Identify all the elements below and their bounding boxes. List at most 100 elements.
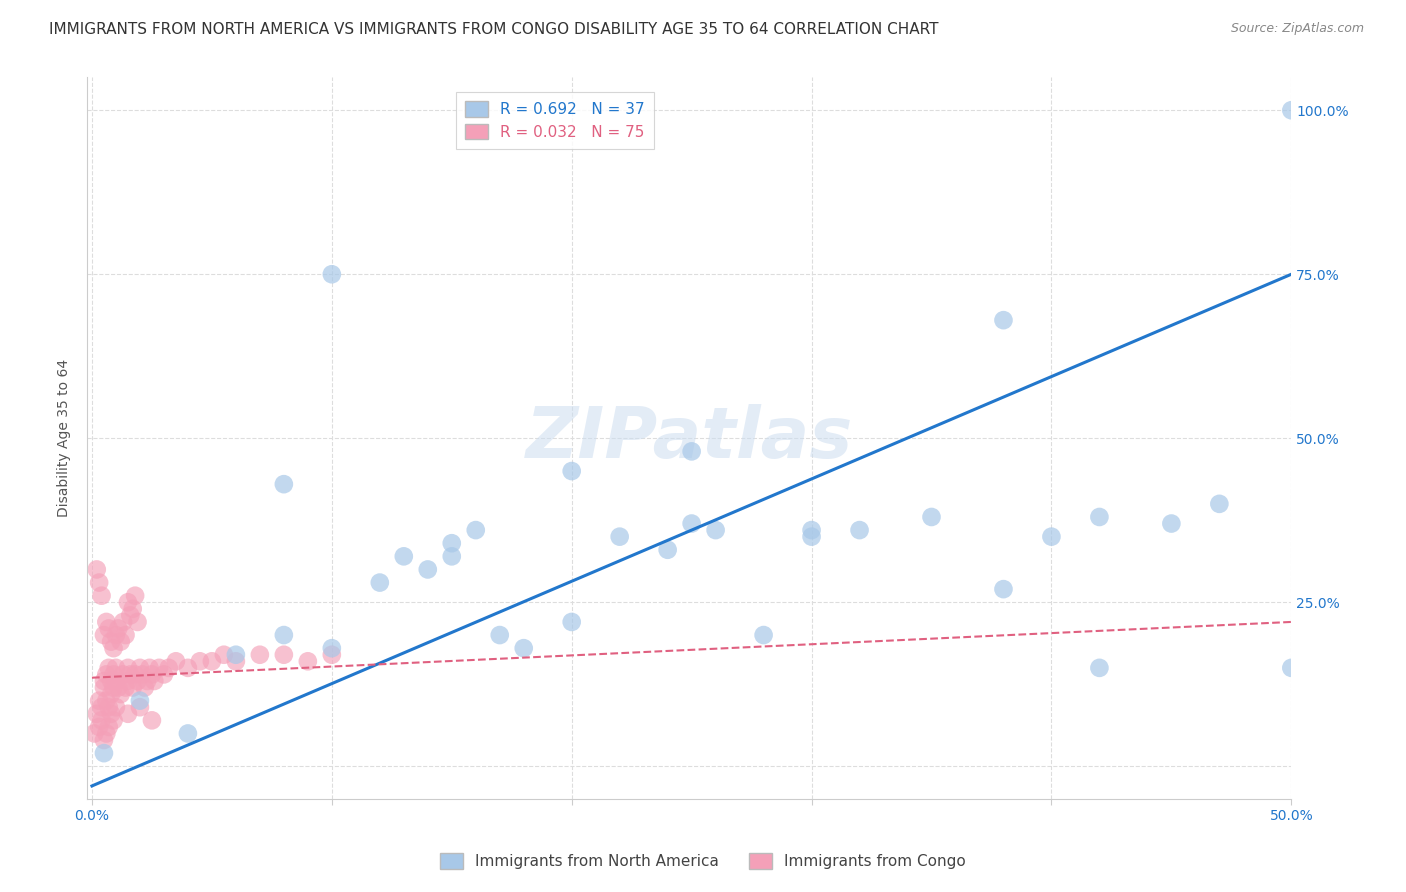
Point — [114, 681, 136, 695]
Point — [100, 706, 122, 721]
Point — [112, 667, 135, 681]
Point — [321, 267, 343, 281]
Point — [86, 706, 108, 721]
Point — [97, 700, 120, 714]
Point — [752, 628, 775, 642]
Point — [249, 648, 271, 662]
Point — [188, 654, 211, 668]
Point — [117, 706, 139, 721]
Point — [488, 628, 510, 642]
Point — [273, 477, 295, 491]
Point — [107, 681, 129, 695]
Point — [157, 661, 180, 675]
Legend: R = 0.692   N = 37, R = 0.032   N = 75: R = 0.692 N = 37, R = 0.032 N = 75 — [456, 92, 654, 149]
Point — [141, 714, 163, 728]
Point — [921, 510, 943, 524]
Point — [100, 673, 122, 688]
Point — [1279, 661, 1302, 675]
Point — [201, 654, 224, 668]
Point — [225, 654, 247, 668]
Point — [112, 615, 135, 629]
Point — [120, 667, 142, 681]
Text: IMMIGRANTS FROM NORTH AMERICA VS IMMIGRANTS FROM CONGO DISABILITY AGE 35 TO 64 C: IMMIGRANTS FROM NORTH AMERICA VS IMMIGRA… — [49, 22, 939, 37]
Point — [104, 673, 127, 688]
Point — [1088, 510, 1111, 524]
Point — [1160, 516, 1182, 531]
Point — [117, 595, 139, 609]
Point — [148, 661, 170, 675]
Point — [1040, 530, 1063, 544]
Point — [1088, 661, 1111, 675]
Point — [136, 673, 159, 688]
Point — [848, 523, 870, 537]
Point — [657, 542, 679, 557]
Point — [97, 661, 120, 675]
Point — [96, 693, 118, 707]
Point — [800, 530, 823, 544]
Point — [440, 549, 463, 564]
Point — [121, 681, 143, 695]
Text: ZIPatlas: ZIPatlas — [526, 404, 853, 473]
Point — [704, 523, 727, 537]
Point — [561, 464, 583, 478]
Point — [212, 648, 235, 662]
Point — [104, 661, 127, 675]
Point — [103, 681, 125, 695]
Point — [96, 667, 118, 681]
Point — [104, 628, 127, 642]
Point — [153, 667, 176, 681]
Point — [681, 444, 703, 458]
Point — [561, 615, 583, 629]
Point — [90, 700, 112, 714]
Point — [103, 714, 125, 728]
Point — [800, 523, 823, 537]
Point — [110, 687, 132, 701]
Point — [124, 589, 146, 603]
Point — [273, 628, 295, 642]
Point — [83, 726, 105, 740]
Point — [121, 602, 143, 616]
Point — [97, 720, 120, 734]
Point — [993, 582, 1015, 596]
Point — [90, 714, 112, 728]
Point — [97, 622, 120, 636]
Point — [103, 667, 125, 681]
Point — [93, 681, 115, 695]
Point — [107, 622, 129, 636]
Point — [321, 641, 343, 656]
Point — [93, 673, 115, 688]
Point — [138, 661, 160, 675]
Point — [96, 615, 118, 629]
Point — [392, 549, 415, 564]
Point — [681, 516, 703, 531]
Point — [100, 634, 122, 648]
Point — [512, 641, 534, 656]
Point — [93, 628, 115, 642]
Point — [440, 536, 463, 550]
Legend: Immigrants from North America, Immigrants from Congo: Immigrants from North America, Immigrant… — [433, 847, 973, 875]
Point — [93, 733, 115, 747]
Point — [104, 700, 127, 714]
Point — [127, 673, 149, 688]
Point — [993, 313, 1015, 327]
Point — [96, 726, 118, 740]
Point — [117, 661, 139, 675]
Point — [177, 661, 200, 675]
Point — [416, 562, 439, 576]
Point — [1208, 497, 1230, 511]
Point — [464, 523, 486, 537]
Point — [177, 726, 200, 740]
Point — [114, 628, 136, 642]
Point — [100, 687, 122, 701]
Point — [103, 641, 125, 656]
Point — [1279, 103, 1302, 118]
Text: Source: ZipAtlas.com: Source: ZipAtlas.com — [1230, 22, 1364, 36]
Point — [110, 634, 132, 648]
Point — [93, 746, 115, 760]
Point — [120, 608, 142, 623]
Point — [90, 589, 112, 603]
Point — [89, 575, 111, 590]
Point — [129, 700, 152, 714]
Point — [225, 648, 247, 662]
Point — [368, 575, 391, 590]
